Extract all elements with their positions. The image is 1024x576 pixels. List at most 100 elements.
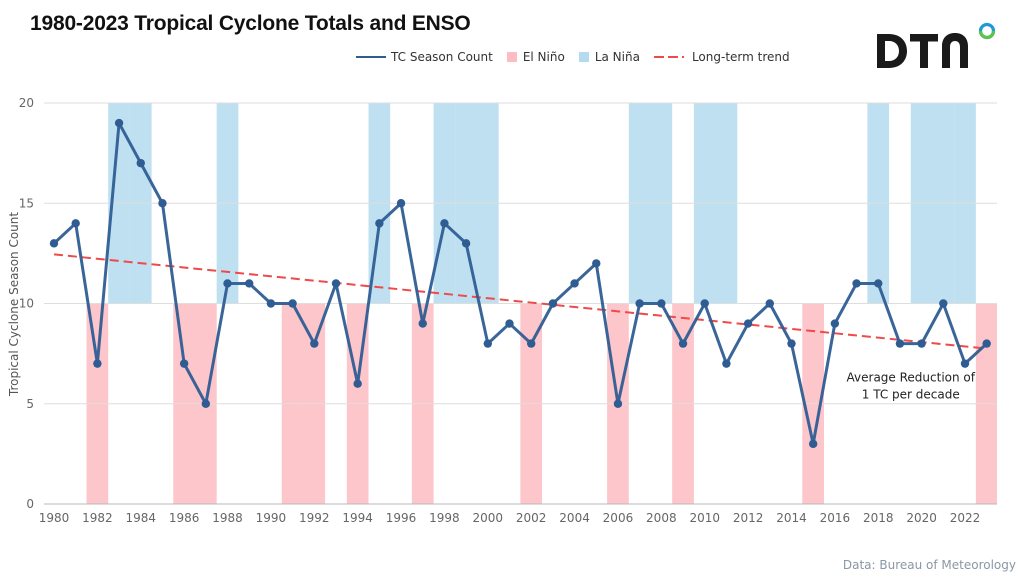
y-tick-label: 5	[26, 397, 34, 411]
tc-data-point	[939, 299, 948, 308]
tc-data-point	[808, 439, 818, 449]
tc-data-point	[960, 359, 970, 368]
x-tick-label: 1986	[169, 511, 200, 525]
tc-data-point	[93, 359, 102, 368]
gridlines	[44, 102, 997, 505]
tc-data-point	[266, 299, 276, 308]
tc-data-point	[743, 319, 753, 328]
y-axis-title: Tropical Cyclone Season Count	[7, 212, 21, 397]
tc-data-point	[288, 299, 297, 308]
legend-item-elnino: El Niño	[506, 50, 565, 64]
tc-data-point	[765, 299, 774, 308]
tc-data-point	[396, 199, 406, 208]
y-tick-label: 10	[19, 297, 34, 311]
tc-data-point	[179, 359, 189, 368]
y-tick-label: 15	[19, 196, 34, 210]
tc-data-point	[787, 339, 796, 348]
legend-item-trend: Long-term trend	[653, 50, 790, 64]
source-credit: Data: Bureau of Meteorology	[842, 558, 1016, 572]
legend-lanina-swatch	[578, 52, 589, 62]
tc-data-point	[526, 339, 536, 348]
x-tick-label: 1988	[212, 511, 243, 525]
tc-data-point	[136, 158, 145, 168]
y-tick-label: 20	[19, 96, 34, 110]
legend-label-tc: TC Season Count	[391, 50, 493, 64]
tc-data-point	[548, 299, 558, 308]
tc-data-point	[830, 319, 840, 328]
x-tick-label: 2002	[516, 511, 547, 525]
x-tick-label: 2014	[776, 511, 807, 525]
dtn-logo	[874, 20, 1004, 76]
x-tick-label: 1990	[256, 511, 287, 525]
tc-data-point	[852, 279, 861, 288]
x-tick-label: 2022	[950, 511, 981, 525]
legend-label-elnino: El Niño	[522, 50, 565, 64]
tc-data-point	[592, 259, 601, 268]
dtn-logo-icon	[877, 22, 996, 68]
tc-data-point	[353, 379, 362, 388]
tc-data-point	[917, 339, 926, 348]
tc-data-point	[505, 319, 514, 328]
x-tick-label: 2010	[689, 511, 720, 525]
x-tick-label: 2012	[733, 511, 764, 525]
legend-label-trend: Long-term trend	[691, 50, 790, 64]
legend-item-tc: TC Season Count	[356, 50, 493, 64]
x-tick-label: 2000	[473, 511, 504, 525]
y-tick-label: 0	[26, 497, 34, 511]
tc-data-point	[201, 399, 211, 408]
tc-data-point	[722, 359, 731, 368]
x-tick-label: 1994	[342, 511, 373, 525]
y-axis-ticks: 0 5 10 15 20	[19, 96, 34, 511]
x-tick-label: 1996	[386, 511, 417, 525]
tc-data-point	[570, 279, 579, 288]
tc-series-line	[52, 121, 988, 446]
tc-data-point	[223, 279, 232, 288]
tc-data-point	[657, 299, 666, 308]
tc-data-point	[635, 299, 644, 308]
x-tick-label: 2004	[559, 511, 590, 525]
x-axis-ticks: 1980 1982 1984 1986 1988 1990 1992 1994 1996 1998…	[39, 511, 981, 525]
x-tick-label: 1998	[429, 511, 460, 525]
legend-line-swatch	[356, 55, 386, 59]
tc-data-point	[245, 279, 254, 288]
tc-data-point	[71, 219, 80, 228]
tc-data-point	[700, 299, 709, 308]
x-tick-label: 2016	[820, 511, 851, 525]
tc-data-point	[158, 199, 167, 208]
tc-data-point	[440, 219, 449, 228]
x-tick-label: 1980	[39, 511, 70, 525]
chart-title: 1980-2023 Tropical Cyclone Totals and EN…	[30, 12, 471, 35]
tc-data-point	[331, 279, 341, 288]
x-tick-label: 1992	[299, 511, 330, 525]
tc-data-point	[114, 118, 124, 128]
trend-line-group	[53, 253, 987, 350]
tc-data-point	[613, 399, 623, 408]
trend-line	[53, 253, 987, 350]
x-tick-label: 2020	[906, 511, 937, 525]
x-tick-label: 1982	[82, 511, 113, 525]
x-tick-label: 2018	[863, 511, 894, 525]
tc-data-point	[982, 339, 991, 348]
legend-label-lanina: La Niña	[594, 50, 640, 64]
x-tick-label: 1984	[125, 511, 156, 525]
tc-data-point	[375, 219, 384, 228]
chart-legend: TC Season Count El Niño La Niña Long-ter…	[356, 50, 804, 64]
annotation-text: 1 TC per decade	[862, 388, 960, 402]
annotation: Average Reduction of 1 TC per decade	[847, 371, 976, 402]
tc-data-point	[49, 239, 59, 248]
tc-data-point	[678, 339, 688, 348]
tc-data-point	[874, 279, 883, 288]
x-tick-label: 2006	[603, 511, 634, 525]
annotation-text: Average Reduction of	[847, 371, 976, 385]
tc-data-point	[895, 339, 905, 348]
tc-series-group	[49, 118, 991, 449]
x-tick-label: 2008	[646, 511, 677, 525]
tc-data-point	[418, 319, 427, 328]
legend-elnino-swatch	[506, 52, 517, 62]
legend-dash-swatch	[653, 55, 684, 59]
tc-data-point	[461, 239, 471, 248]
tc-data-point	[310, 339, 319, 348]
tc-data-point	[483, 339, 493, 348]
legend-item-lanina: La Niña	[578, 50, 640, 64]
